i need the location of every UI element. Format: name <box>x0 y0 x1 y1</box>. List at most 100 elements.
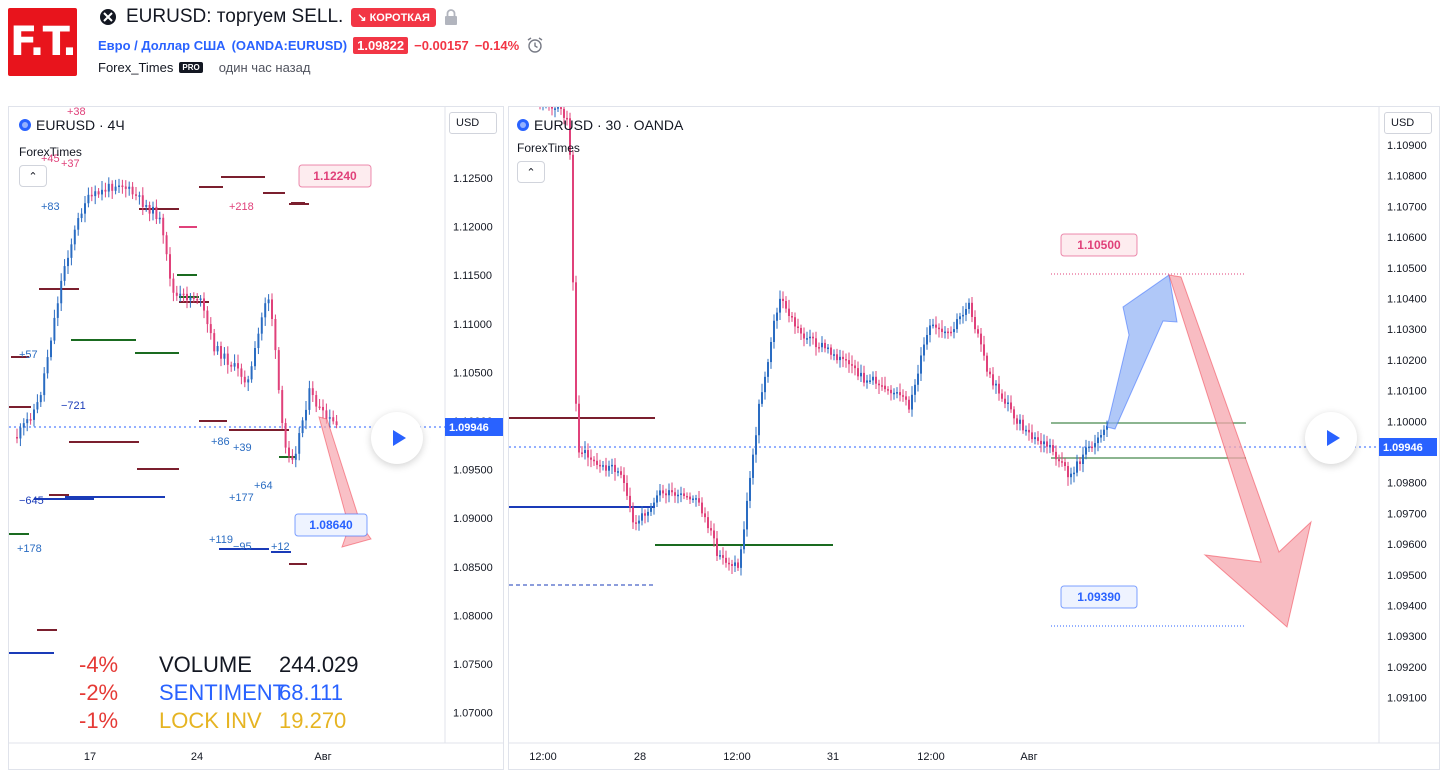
candle-body <box>1070 473 1072 478</box>
candle-body <box>216 346 219 352</box>
candle-body <box>821 342 823 348</box>
brand-logo[interactable]: F.T. <box>8 8 77 76</box>
stat-sentiment-value: 68.111 <box>279 680 344 705</box>
candle-body <box>707 517 709 529</box>
instrument-symbol-link[interactable]: (OANDA:EURUSD) <box>231 37 348 53</box>
candle-body <box>572 154 574 283</box>
candle-body <box>26 419 29 424</box>
stat-lock-inv-pct: -1% <box>79 708 119 733</box>
right-chart-currency-button[interactable]: USD <box>1384 112 1432 134</box>
right-chart-collapse-button[interactable]: ⌃ <box>517 161 545 183</box>
level-label: +38 <box>67 107 86 118</box>
right-price-axis-label: 1.10500 <box>1387 263 1427 275</box>
candle-body <box>764 376 766 393</box>
candle-body <box>665 493 667 496</box>
candle-body <box>998 383 1000 394</box>
candle-body <box>16 437 18 439</box>
candle-body <box>938 327 940 330</box>
stat-sentiment-pct: -2% <box>79 680 119 705</box>
candle-body <box>965 309 967 315</box>
candle-body <box>315 395 318 407</box>
left-chart-symbol: EURUSD · 4Ч <box>19 117 125 133</box>
candle-body <box>992 374 994 386</box>
candle-body <box>1040 440 1042 445</box>
candle-body <box>226 353 229 365</box>
candle-body <box>39 395 42 403</box>
left-price-axis-label: 1.11500 <box>453 270 492 282</box>
candle-body <box>223 353 226 359</box>
candle-body <box>63 266 66 281</box>
candle-body <box>1013 409 1015 419</box>
right-chart-canvas[interactable]: 1.10900 1.10800 1.10700 1.10600 1.10500 1.104… <box>509 107 1439 769</box>
level-label: −645 <box>19 495 44 507</box>
candle-body <box>131 186 134 195</box>
level-label: +83 <box>41 201 60 213</box>
candle-body <box>254 348 256 367</box>
left-chart-collapse-button[interactable]: ⌃ <box>19 165 47 187</box>
lock-icon <box>444 9 458 25</box>
left-chart-stats: -4% VOLUME 244.029 -2% SENTIMENT 68.111 -1% L… <box>79 651 359 735</box>
right-price-axis-label: 1.10200 <box>1387 355 1427 367</box>
candle-body <box>1019 419 1021 424</box>
candle-body <box>233 363 236 367</box>
left-chart-currency-button[interactable]: USD <box>449 112 497 134</box>
right-price-axis-label: 1.09300 <box>1387 631 1427 643</box>
candle-body <box>230 364 233 367</box>
stat-row-lock-inv: -1% LOCK INV 19.270 <box>79 707 359 735</box>
candle-body <box>19 427 22 439</box>
stat-volume-pct: -4% <box>79 652 119 677</box>
candle-body <box>250 366 253 380</box>
alarm-clock-icon[interactable] <box>525 36 545 54</box>
candle-body <box>578 403 580 453</box>
right-chart-panel[interactable]: 1.10900 1.10800 1.10700 1.10600 1.10500 1.104… <box>508 106 1440 770</box>
candle-body <box>710 528 712 531</box>
candle-body <box>836 354 838 361</box>
candle-body <box>704 513 706 518</box>
right-time-axis-label: 12:00 <box>529 751 557 763</box>
candle-body <box>1031 432 1033 440</box>
candle-body <box>152 206 154 214</box>
candle-body <box>815 338 817 348</box>
left-price-axis-label: 1.10500 <box>453 367 493 379</box>
candle-body <box>785 300 787 309</box>
candle-body <box>237 363 239 369</box>
level-label: +119 <box>209 534 233 546</box>
right-time-axis-label: 12:00 <box>723 751 751 763</box>
right-chart-symbol: EURUSD · 30 · OANDA <box>517 117 683 133</box>
candle-body <box>701 502 703 514</box>
candle-body <box>318 406 321 409</box>
candle-body <box>240 368 243 377</box>
instrument-name-link[interactable]: Евро / Доллар США <box>98 37 226 53</box>
left-price-axis-label: 1.11000 <box>453 319 492 331</box>
candle-body <box>590 457 592 460</box>
candle-body <box>893 392 895 395</box>
stat-sentiment-name: SENTIMENT <box>159 680 287 705</box>
candle-body <box>301 420 304 434</box>
candle-body <box>257 333 260 349</box>
candle-body <box>1061 461 1063 463</box>
stat-volume-name: VOLUME <box>159 652 252 677</box>
left-chart-canvas[interactable]: 1.125001.120001.115001.110001.105001.100… <box>9 107 503 769</box>
candle-body <box>145 205 148 207</box>
candle-body <box>1088 446 1090 449</box>
candle-body <box>1073 472 1075 475</box>
candle-body <box>926 334 928 345</box>
candle-body <box>271 299 273 320</box>
candle-body <box>135 194 137 196</box>
chevron-up-icon: ⌃ <box>526 166 536 179</box>
right-chart-play-button[interactable] <box>1305 412 1357 464</box>
right-target-low-text: 1.09390 <box>1077 590 1121 604</box>
left-price-axis-label: 1.08500 <box>453 562 493 574</box>
candle-body <box>90 194 93 197</box>
candle-body <box>1091 446 1093 449</box>
left-chart-panel[interactable]: 1.125001.120001.115001.110001.105001.100… <box>8 106 504 770</box>
candle-body <box>656 495 658 503</box>
chevron-up-icon: ⌃ <box>28 170 38 183</box>
candle-body <box>839 356 841 361</box>
right-price-axis-label: 1.09100 <box>1387 693 1427 705</box>
author-name[interactable]: Forex_Times <box>98 60 174 75</box>
candle-body <box>60 280 63 304</box>
left-price-axis-label: 1.12500 <box>453 173 493 185</box>
left-chart-play-button[interactable] <box>371 412 423 464</box>
candle-body <box>638 520 640 524</box>
